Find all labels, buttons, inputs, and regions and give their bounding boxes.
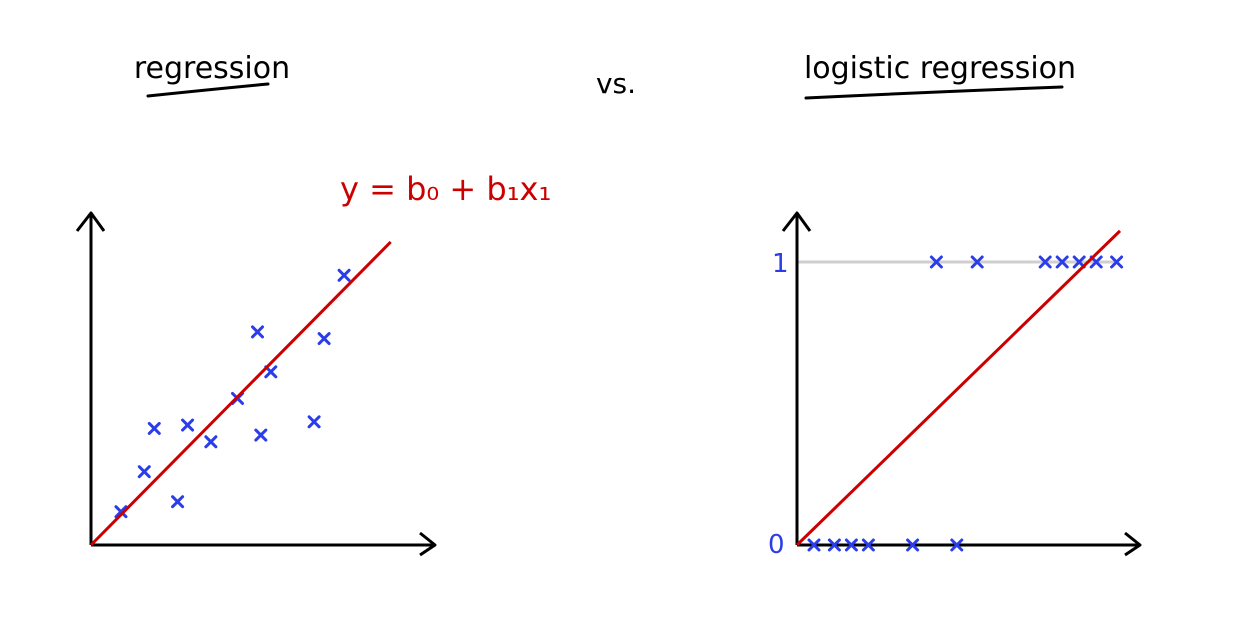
point-marker-0-3: [171, 495, 185, 509]
point-marker-1-12: [1110, 255, 1124, 269]
left-x-axis-arrowhead: [419, 531, 437, 557]
left-title-underline: [146, 82, 270, 98]
point-marker-0-11: [317, 332, 331, 346]
right-points: [807, 255, 1124, 552]
regression-equation: y = b₀ + b₁x₁: [340, 170, 551, 208]
point-marker-1-7: [970, 255, 984, 269]
point-marker-0-5: [204, 435, 218, 449]
right-chart: 1 0: [768, 211, 1142, 560]
point-marker-1-8: [1038, 255, 1052, 269]
right-title: logistic regression: [804, 51, 1076, 86]
point-marker-1-6: [929, 255, 943, 269]
left-fit-line: [89, 240, 392, 547]
point-marker-0-10: [307, 415, 321, 429]
point-marker-0-7: [254, 428, 268, 442]
point-marker-1-5: [950, 538, 964, 552]
vs-label: vs.: [596, 67, 636, 100]
right-y-tick-0: 0: [768, 530, 785, 560]
point-marker-1-0: [807, 538, 821, 552]
right-x-axis-arrowhead: [1124, 531, 1142, 557]
point-marker-0-4: [181, 418, 195, 432]
point-marker-0-9: [251, 325, 264, 339]
left-y-axis-arrowhead: [75, 211, 106, 232]
left-points: [114, 268, 351, 519]
point-marker-1-4: [906, 538, 920, 552]
left-chart: [75, 211, 437, 557]
point-marker-1-9: [1055, 255, 1069, 269]
right-title-underline: [804, 85, 1064, 100]
left-title: regression: [134, 51, 290, 86]
point-marker-0-0: [114, 505, 128, 519]
point-marker-1-2: [844, 538, 858, 552]
point-marker-0-12: [337, 268, 351, 282]
point-marker-0-1: [147, 421, 161, 435]
right-y-axis-arrowhead: [781, 211, 812, 232]
point-marker-1-3: [861, 538, 875, 552]
right-y-tick-1: 1: [772, 249, 789, 279]
point-marker-1-1: [827, 538, 841, 552]
point-marker-0-2: [137, 465, 151, 479]
right-fit-line: [795, 229, 1122, 547]
